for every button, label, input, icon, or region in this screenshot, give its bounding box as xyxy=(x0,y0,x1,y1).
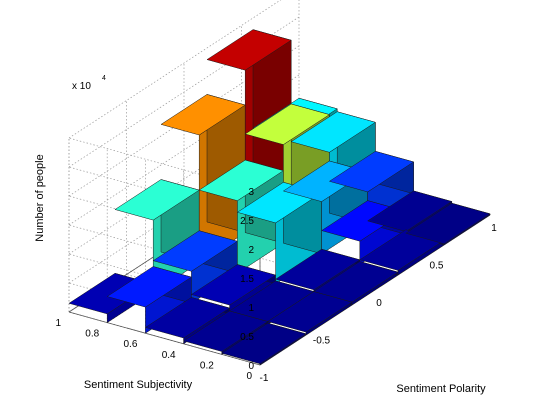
y-tick-label: 0.8 xyxy=(85,329,99,340)
bar-1-0 xyxy=(267,291,353,336)
bar-top xyxy=(106,266,192,308)
y-axis-label: Sentiment Subjectivity xyxy=(84,379,193,391)
bar-top xyxy=(290,111,376,153)
bar-top xyxy=(221,322,307,365)
x-tick-label: -0.5 xyxy=(313,336,331,347)
x-tick-label: 0.5 xyxy=(430,261,444,272)
bar-top xyxy=(405,202,491,245)
x-tick-label: 0 xyxy=(376,298,382,309)
bar-top xyxy=(275,248,361,291)
x-axis-label: Sentiment Polarity xyxy=(396,383,486,395)
bar-top xyxy=(313,261,399,303)
bar-2-0 xyxy=(313,261,399,306)
y-tick-label: 0.4 xyxy=(162,350,176,361)
bar-0-3 xyxy=(106,266,192,334)
x-tick-label: -1 xyxy=(260,373,269,384)
bar-top xyxy=(367,190,453,232)
z-tick-label: 0 xyxy=(248,361,254,372)
bar-top xyxy=(329,151,414,193)
bar-top xyxy=(152,230,238,272)
bar-1-4 xyxy=(114,179,200,293)
z-tick-label: 1 xyxy=(248,303,254,314)
bar-top xyxy=(198,159,284,201)
y-tick-label: 0.2 xyxy=(200,360,214,371)
grid-line xyxy=(68,0,282,139)
axis-line xyxy=(68,311,261,366)
z-tick-label: 3 xyxy=(248,187,254,198)
z-tick-label: 1.5 xyxy=(240,274,254,285)
bar-4-0 xyxy=(405,202,491,246)
z-scale-label: x 10 xyxy=(72,81,91,92)
bar-top xyxy=(244,103,330,145)
bar-top xyxy=(359,229,445,271)
bar-top xyxy=(114,179,200,221)
bar-top xyxy=(206,29,292,71)
y-tick-label: 0 xyxy=(246,371,252,382)
z-axis-label: Number of people xyxy=(34,154,46,241)
y-tick-label: 0.6 xyxy=(123,339,137,350)
z-tick-label: 0.5 xyxy=(240,332,254,343)
x-tick-label: 1 xyxy=(491,223,497,234)
y-tick-label: 1 xyxy=(55,318,61,329)
z-tick-label: 2.5 xyxy=(240,216,254,227)
bar-top xyxy=(191,264,276,306)
bar-top xyxy=(160,94,246,136)
bars-layer xyxy=(68,29,491,366)
grid-line xyxy=(68,137,261,192)
bar-top xyxy=(145,297,230,339)
z-tick-label: 2 xyxy=(248,245,254,256)
tick-labels: 0 0.5 1 1.5 2 2.5 3 0 0.2 0.4 0.6 0.8 1 -1 -0.5 0 0.5 1 xyxy=(55,187,497,384)
z-scale-exponent: 4 xyxy=(102,75,106,82)
